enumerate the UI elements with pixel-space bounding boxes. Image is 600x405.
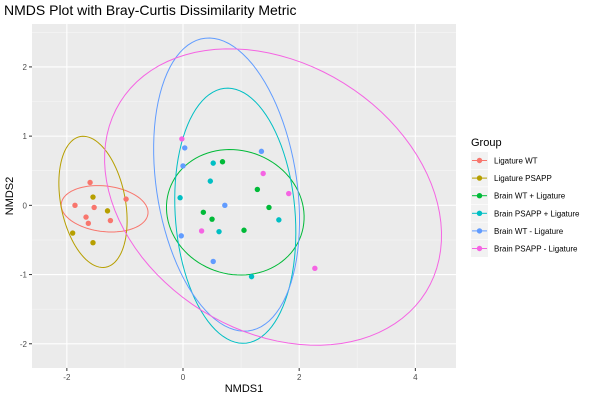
data-point bbox=[266, 204, 272, 211]
data-point bbox=[69, 230, 76, 236]
legend-dot bbox=[476, 245, 483, 252]
data-point bbox=[72, 202, 78, 209]
axes: -2 0 2 4 -2 -1 0 1 2 bbox=[20, 63, 418, 382]
legend-dot bbox=[476, 175, 483, 181]
data-point bbox=[276, 217, 282, 223]
legend-label: Brain PSAPP + Ligature bbox=[494, 209, 580, 218]
y-tick-label: -1 bbox=[20, 271, 28, 280]
x-tick-label: 4 bbox=[413, 373, 418, 382]
point-layer bbox=[69, 136, 318, 280]
data-point bbox=[241, 227, 247, 233]
x-tick-label: 0 bbox=[181, 373, 186, 382]
data-point bbox=[180, 163, 186, 169]
legend-dot bbox=[476, 228, 483, 234]
data-point bbox=[179, 136, 185, 142]
data-point bbox=[177, 195, 183, 201]
data-point bbox=[248, 273, 255, 280]
data-point bbox=[90, 194, 96, 200]
data-point bbox=[83, 214, 89, 220]
legend-item: Brain PSAPP - Ligature bbox=[471, 240, 578, 257]
data-point bbox=[209, 216, 215, 222]
y-tick-label: -2 bbox=[20, 340, 28, 349]
data-point bbox=[178, 233, 184, 239]
data-point bbox=[222, 202, 228, 209]
x-tick-label: 2 bbox=[297, 373, 302, 382]
y-tick-label: 1 bbox=[23, 132, 28, 141]
legend-items: Ligature WT Ligature PSAPP Brain WT + Liga… bbox=[471, 152, 580, 257]
data-point bbox=[258, 148, 265, 155]
legend-label: Ligature PSAPP bbox=[494, 174, 552, 183]
y-tick-label: 0 bbox=[23, 201, 28, 210]
data-point bbox=[216, 228, 222, 235]
data-point bbox=[104, 208, 111, 214]
data-point bbox=[90, 240, 96, 246]
legend-item: Ligature PSAPP bbox=[471, 169, 552, 187]
legend-label: Brain PSAPP - Ligature bbox=[494, 245, 578, 254]
chart-title: NMDS Plot with Bray-Curtis Dissimilarity… bbox=[4, 2, 296, 18]
data-point bbox=[254, 186, 261, 193]
data-point bbox=[286, 190, 292, 197]
legend-label: Brain WT + Ligature bbox=[494, 192, 566, 201]
data-point bbox=[210, 258, 216, 265]
confidence-ellipse bbox=[153, 37, 301, 332]
legend-item: Brain WT - Ligature bbox=[471, 222, 564, 240]
legend-label: Ligature WT bbox=[494, 157, 538, 166]
data-point bbox=[91, 204, 97, 211]
confidence-ellipse bbox=[104, 48, 442, 346]
data-point bbox=[107, 217, 114, 224]
data-point bbox=[207, 178, 214, 184]
plot-panel bbox=[32, 24, 456, 368]
data-point bbox=[219, 159, 226, 165]
x-tick-label: -2 bbox=[63, 373, 71, 382]
legend-dot bbox=[476, 157, 483, 164]
confidence-ellipse bbox=[165, 149, 305, 276]
data-point bbox=[210, 160, 216, 166]
ellipse-layer bbox=[58, 37, 442, 346]
data-point bbox=[87, 179, 93, 186]
data-point bbox=[260, 170, 266, 177]
data-point bbox=[198, 228, 205, 234]
x-axis-label: NMDS1 bbox=[225, 383, 264, 395]
data-point bbox=[182, 145, 188, 151]
data-point bbox=[85, 220, 92, 227]
y-tick-label: 2 bbox=[23, 63, 28, 72]
legend: Group Ligature WT Ligature PSAPP Brain WT … bbox=[471, 137, 580, 257]
legend-title: Group bbox=[471, 137, 502, 149]
legend-label: Brain WT - Ligature bbox=[494, 227, 564, 236]
data-point bbox=[123, 196, 129, 202]
data-point bbox=[200, 209, 207, 215]
legend-item: Brain WT + Ligature bbox=[471, 187, 566, 205]
legend-dot bbox=[476, 210, 483, 216]
legend-item: Brain PSAPP + Ligature bbox=[471, 204, 580, 222]
y-axis-label: NMDS2 bbox=[4, 177, 16, 216]
data-point bbox=[312, 265, 318, 272]
legend-item: Ligature WT bbox=[471, 152, 538, 169]
confidence-ellipse bbox=[58, 135, 128, 268]
confidence-ellipse bbox=[174, 87, 297, 344]
legend-dot bbox=[476, 193, 483, 199]
